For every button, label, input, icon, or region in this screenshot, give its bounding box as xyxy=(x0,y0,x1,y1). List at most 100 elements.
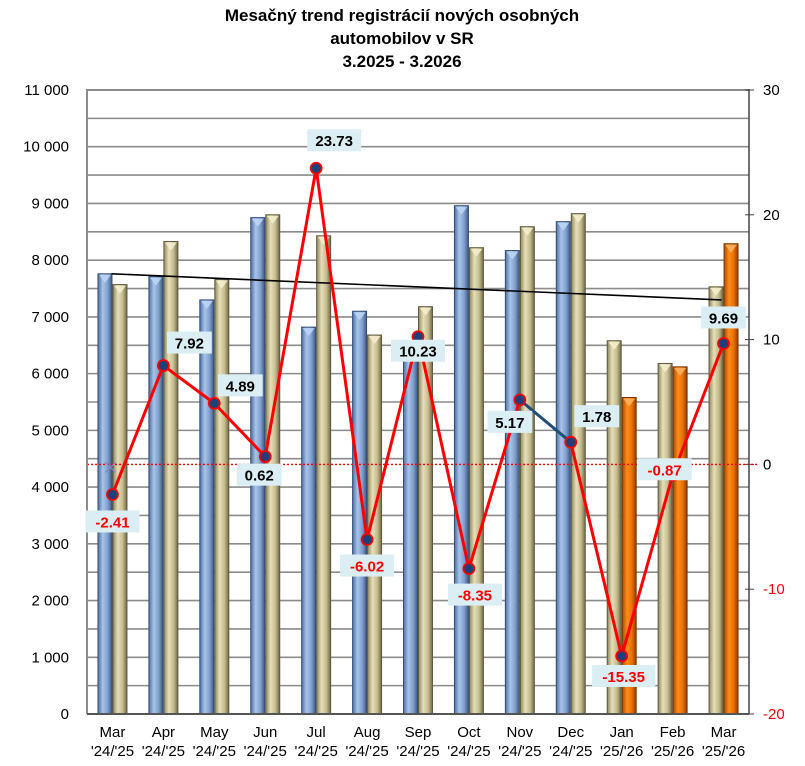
yoy-line-segment xyxy=(671,342,725,476)
bar-cap xyxy=(113,285,126,294)
x-label-years: '24/'25 xyxy=(91,743,134,760)
left-tick-label: 1 000 xyxy=(31,649,69,666)
bar-curr xyxy=(468,247,484,715)
data-label-bg xyxy=(447,583,502,606)
data-label-bg xyxy=(217,374,263,397)
x-label-month: Apr xyxy=(152,724,175,741)
bar-cap xyxy=(608,341,621,350)
data-label: -15.35 xyxy=(602,669,645,686)
bar-cap xyxy=(251,218,264,227)
bar-cap xyxy=(200,300,213,309)
left-axis-ticks: 0 1 000 2 000 3 000 4 000 5 000 6 000 7 000 8 00… xyxy=(23,82,69,723)
data-label: 9.69 xyxy=(709,310,738,327)
yoy-point xyxy=(513,393,527,407)
x-label-month: Nov xyxy=(507,724,534,741)
data-label-bg xyxy=(166,331,212,354)
bar-cap xyxy=(215,280,228,289)
x-label-month: Jun xyxy=(253,724,277,741)
trendline-group xyxy=(111,272,722,301)
bar-prev xyxy=(504,250,520,715)
x-label-month: Jan xyxy=(610,724,634,741)
yoy-point xyxy=(106,488,119,501)
data-label-bg xyxy=(701,306,746,329)
x-label-month: Aug xyxy=(354,724,381,741)
x-label-years: '24/'25 xyxy=(295,743,338,760)
title-line-3: 3.2025 - 3.2026 xyxy=(342,52,461,71)
bar-cap xyxy=(368,336,381,345)
bar-cap xyxy=(470,248,483,257)
yoy-point xyxy=(156,359,170,372)
x-label-years: '25/'26 xyxy=(600,743,643,760)
data-labels: -2.41 7.92 4.89 0.62 23.73 -6.02 10.23 -8.35 5.1… xyxy=(85,129,746,687)
yoy-line-segment xyxy=(162,364,216,405)
data-label-bg xyxy=(637,458,692,481)
bar-prev xyxy=(453,205,469,715)
x-label-years: '24/'25 xyxy=(244,743,287,760)
title-line-2: automobilov v SR xyxy=(330,29,474,48)
left-tick-label: 11 000 xyxy=(24,82,69,99)
left-tick-label: 3 000 xyxy=(31,536,69,553)
x-label-month: Oct xyxy=(457,724,481,741)
yoy-line-segment xyxy=(314,168,369,540)
data-label: 5.17 xyxy=(495,415,524,432)
yoy-line-segment xyxy=(263,167,318,457)
bar-cap xyxy=(353,312,366,321)
bar-curr xyxy=(316,235,332,715)
bar-cap xyxy=(521,227,534,236)
data-label: -6.02 xyxy=(350,559,384,576)
x-label-years: '24/'25 xyxy=(396,743,439,760)
left-tick-label: 8 000 xyxy=(31,252,69,269)
x-label-years: '24/'25 xyxy=(345,743,388,760)
bar-cap xyxy=(164,242,177,251)
bar-cap xyxy=(572,214,585,223)
left-tick-label: 2 000 xyxy=(31,593,69,610)
data-label: 0.62 xyxy=(245,468,274,485)
bar-curr xyxy=(163,240,179,715)
bar-cap xyxy=(419,307,432,316)
yoy-line-segment xyxy=(518,398,572,444)
x-label-years: '24/'25 xyxy=(549,743,592,760)
bar-cap xyxy=(506,251,519,260)
x-label-month: Mar xyxy=(711,724,737,741)
bar-cap xyxy=(710,287,723,296)
x-label-years: '24/'25 xyxy=(142,743,185,760)
bar-cap xyxy=(659,364,672,373)
bar-cap xyxy=(725,244,738,253)
bar-prev xyxy=(657,362,673,715)
bar-curr xyxy=(519,226,535,715)
data-label-bg xyxy=(487,410,533,433)
yoy-line-segment xyxy=(213,402,267,458)
data-label: 4.89 xyxy=(226,378,255,395)
right-tick-label: 10 xyxy=(763,332,780,349)
yoy-point xyxy=(309,161,323,175)
bar-cap xyxy=(149,277,162,286)
yoy-line-segment xyxy=(569,441,624,657)
data-label: -0.87 xyxy=(648,462,682,479)
data-label: -2.41 xyxy=(95,514,129,531)
x-label-month: Mar xyxy=(100,724,126,741)
left-tick-label: 10 000 xyxy=(23,139,69,156)
x-label-month: Dec xyxy=(557,724,584,741)
right-tick-label: -20 xyxy=(763,706,785,723)
bar-cap xyxy=(98,274,111,283)
x-label-month: Sep xyxy=(405,724,432,741)
left-tick-label: 0 xyxy=(61,706,69,723)
data-label-bg xyxy=(340,554,395,577)
left-tick-label: 9 000 xyxy=(31,195,69,212)
bar-curr xyxy=(672,366,688,715)
chart-title: Mesačný trend registrácií nových osobnýc… xyxy=(225,6,579,71)
yoy-line-segment xyxy=(111,365,165,496)
yoy-line-segment xyxy=(416,336,471,569)
bar-cap xyxy=(674,367,687,376)
yoy-point xyxy=(564,435,578,449)
left-tick-label: 4 000 xyxy=(31,479,69,496)
x-label-years: '25/'26 xyxy=(651,743,694,760)
trendline xyxy=(111,272,722,301)
title-line-1: Mesačný trend registrácií nových osobnýc… xyxy=(225,6,579,25)
data-label-bg xyxy=(85,510,140,533)
data-label-bg xyxy=(236,463,282,486)
x-label-month: Jul xyxy=(307,724,326,741)
bar-cap xyxy=(266,215,279,224)
right-tick-label: 0 xyxy=(763,456,771,473)
bar-curr xyxy=(214,278,230,715)
